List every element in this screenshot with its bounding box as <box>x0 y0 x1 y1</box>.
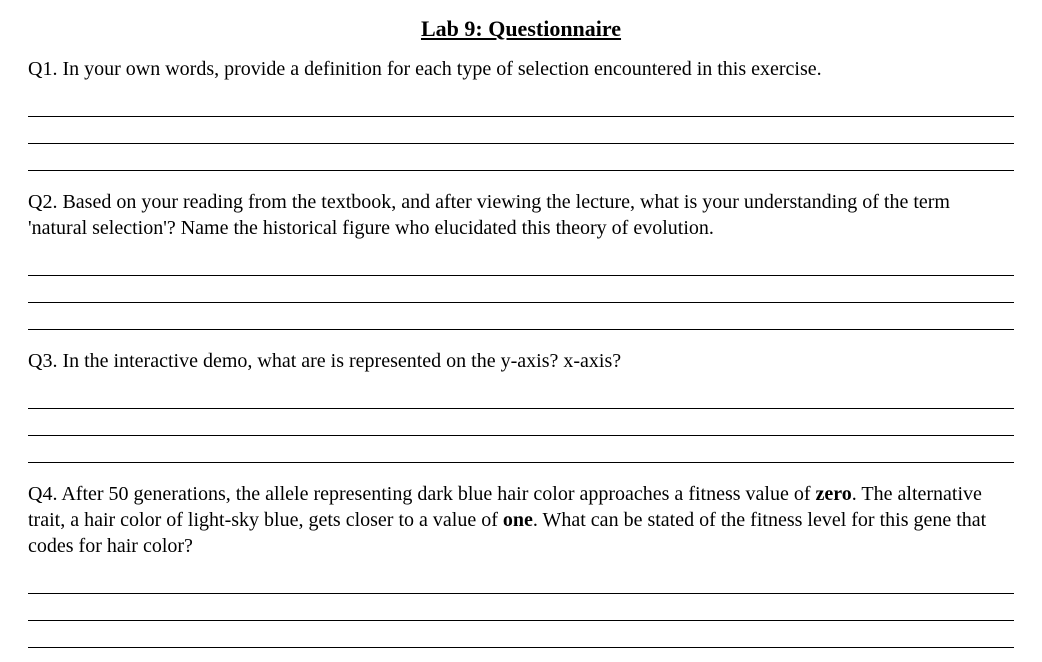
answer-line[interactable] <box>28 438 1014 463</box>
question-4-label: Q4. <box>28 483 57 505</box>
answer-line[interactable] <box>28 251 1014 276</box>
question-1: Q1. In your own words, provide a definit… <box>28 56 1014 82</box>
answer-line[interactable] <box>28 92 1014 117</box>
answer-area-3[interactable] <box>28 384 1014 463</box>
question-1-text: In your own words, provide a definition … <box>62 58 821 80</box>
question-2: Q2. Based on your reading from the textb… <box>28 189 1014 241</box>
answer-line[interactable] <box>28 119 1014 144</box>
answer-line[interactable] <box>28 623 1014 648</box>
question-4-part-1-bold: zero <box>816 483 852 505</box>
question-3-text: In the interactive demo, what are is rep… <box>62 350 621 372</box>
answer-line[interactable] <box>28 596 1014 621</box>
question-2-label: Q2. <box>28 191 57 213</box>
answer-area-4[interactable] <box>28 569 1014 648</box>
page-title: Lab 9: Questionnaire <box>28 16 1014 42</box>
question-4-part-0: After 50 generations, the allele represe… <box>61 483 815 505</box>
question-3: Q3. In the interactive demo, what are is… <box>28 348 1014 374</box>
answer-line[interactable] <box>28 411 1014 436</box>
question-3-label: Q3. <box>28 350 57 372</box>
answer-line[interactable] <box>28 569 1014 594</box>
answer-area-2[interactable] <box>28 251 1014 330</box>
worksheet-page: Lab 9: Questionnaire Q1. In your own wor… <box>0 0 1042 662</box>
question-4: Q4. After 50 generations, the allele rep… <box>28 481 1014 559</box>
question-2-text: Based on your reading from the textbook,… <box>28 191 950 239</box>
answer-line[interactable] <box>28 305 1014 330</box>
answer-area-1[interactable] <box>28 92 1014 171</box>
question-4-part-3-bold: one <box>503 509 533 531</box>
answer-line[interactable] <box>28 278 1014 303</box>
answer-line[interactable] <box>28 146 1014 171</box>
question-1-label: Q1. <box>28 58 57 80</box>
answer-line[interactable] <box>28 384 1014 409</box>
